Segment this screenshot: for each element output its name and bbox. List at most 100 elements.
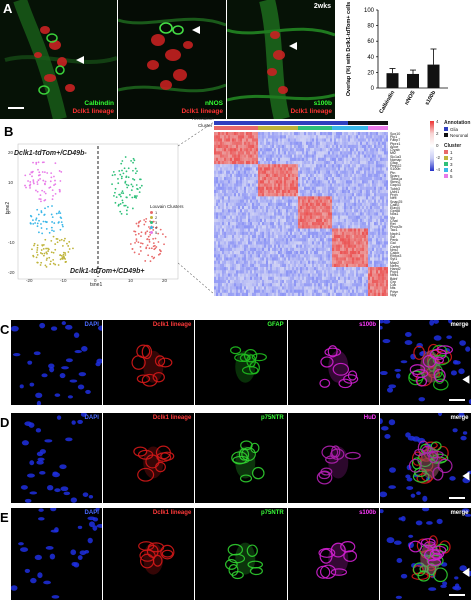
cell-point <box>36 246 39 249</box>
y-tick-label: 80 <box>367 24 374 30</box>
gene-label: Nos1 <box>390 212 399 217</box>
cell-point <box>148 238 151 241</box>
cell-point <box>59 254 62 256</box>
gene-label: Fabp7 <box>390 138 401 143</box>
cell-point <box>164 235 167 238</box>
gene-label: Hand2 <box>390 267 401 272</box>
cell-point <box>40 210 43 212</box>
cell-point <box>46 172 49 174</box>
gene-label: Tubb3 <box>390 186 401 191</box>
gene-labels: Sox10 Plp1 Fabp7 Ptprz1 Apoe Cryab Mt2 Slc1a3 Nc… <box>390 132 430 297</box>
gene-label: Pcp4 <box>390 270 399 275</box>
cell-point <box>33 242 36 245</box>
gene-label: Ptprz1 <box>390 141 401 146</box>
cell-point <box>40 200 42 203</box>
cell-point <box>58 170 61 172</box>
cell-point <box>67 251 70 253</box>
cell-point <box>43 182 46 185</box>
gene-label: Sparc <box>390 173 400 178</box>
cell-point <box>33 182 35 185</box>
cell-point <box>132 169 134 172</box>
panel-c-strip: DAPI Dclk1 lineage GFAP s100b merge <box>10 320 472 405</box>
cell-point <box>59 228 62 231</box>
micrograph-panel_d-0: DAPI <box>10 413 102 503</box>
annotation-legend-title: Annotation <box>444 120 471 126</box>
cell-point <box>120 162 123 165</box>
cell-point <box>152 242 155 245</box>
gene-label: Slc1a3 <box>390 154 401 159</box>
cell-point <box>48 256 51 259</box>
gene-label: Gap43 <box>390 183 401 188</box>
cell-point <box>64 237 66 240</box>
gene-label: Ptn <box>390 170 396 175</box>
micrograph-image <box>10 321 102 405</box>
colorbar-tick: 4 <box>436 119 439 124</box>
cluster-label: 4 <box>450 167 453 173</box>
cell-point <box>159 252 162 255</box>
cell-point <box>44 192 47 195</box>
gene-label: Calcb <box>390 250 400 255</box>
cell-point <box>52 194 54 197</box>
channel-label: DAPI <box>84 415 99 421</box>
cell-point <box>117 204 120 207</box>
gene-label: Ncmap <box>390 157 402 162</box>
y-tick-label: -20 <box>8 270 15 275</box>
cell-point <box>41 232 44 235</box>
micrograph-image <box>225 542 264 580</box>
cell-point <box>125 175 128 178</box>
cell-point <box>58 190 61 193</box>
legend-item: 3 <box>150 220 157 225</box>
channel-label: Dclk1 lineage <box>152 415 192 421</box>
cell-point <box>58 221 60 223</box>
cell-point <box>24 174 27 177</box>
cell-point <box>43 252 46 255</box>
annotation-bar-glia <box>214 121 388 125</box>
gene-label: Rbfox3 <box>390 254 402 259</box>
cell-point <box>161 233 164 236</box>
cell-point <box>51 216 54 219</box>
cell-point <box>43 171 46 174</box>
panel-letter-b: B <box>4 124 14 139</box>
overlap-bar-chart: 0 20 40 60 80 100 Calbindin nNOS s100b Overlap (%… <box>346 2 448 115</box>
cell-point <box>118 170 121 172</box>
micrograph-image <box>10 508 102 599</box>
cell-point <box>29 184 31 187</box>
cell-point <box>121 201 124 204</box>
cell-point <box>32 222 35 225</box>
cell-point <box>149 233 152 236</box>
cluster-label: 1 <box>450 149 453 155</box>
cell-point <box>119 195 122 198</box>
channel-label: s100b <box>359 510 377 516</box>
cell-point <box>157 253 160 256</box>
gene-label: Vip <box>390 215 396 220</box>
heatmap-panel: Sox10 Plp1 Fabp7 Ptprz1 Apoe Cryab Mt2 Slc1a3 Nc… <box>214 121 402 297</box>
gene-label: Phox2b <box>390 225 403 230</box>
cell-point <box>145 217 148 220</box>
gene-label: Gfap <box>390 160 398 165</box>
cell-point <box>139 245 142 248</box>
umap-top-label: Dclk1-tdTom+/CD49b- <box>14 150 87 157</box>
cell-point <box>41 189 44 192</box>
cell-point <box>39 177 41 180</box>
cell-point <box>154 237 157 240</box>
cell-point <box>59 258 62 261</box>
bar <box>427 64 440 88</box>
cell-point <box>67 245 70 247</box>
cell-point <box>38 198 41 200</box>
cell-point <box>113 194 115 197</box>
cell-point <box>135 222 138 225</box>
channel-label: merge <box>450 510 469 516</box>
gene-label: Elavl4 <box>390 205 400 210</box>
cell-point <box>159 228 162 231</box>
gene-label: Cartpt <box>390 244 400 249</box>
cell-point <box>27 180 29 182</box>
legend-title: Louvain Clusters <box>150 204 184 209</box>
channel-label: DAPI <box>84 510 99 516</box>
channel-label: GFAP <box>267 322 284 328</box>
cluster-bar <box>214 126 388 130</box>
cell-point <box>39 264 42 266</box>
cell-point <box>126 206 129 209</box>
gene-label: Grp <box>390 279 396 284</box>
cell-point <box>143 223 146 226</box>
legend-label: 4 <box>155 225 158 230</box>
